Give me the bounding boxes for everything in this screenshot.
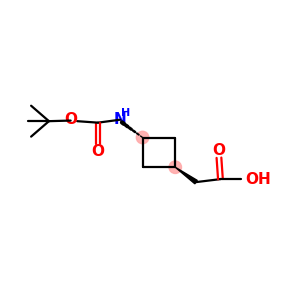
Text: OH: OH — [246, 172, 272, 187]
Circle shape — [169, 161, 182, 173]
Text: H: H — [121, 108, 130, 118]
Text: O: O — [212, 143, 226, 158]
Text: N: N — [114, 112, 127, 127]
Circle shape — [136, 131, 149, 144]
Text: O: O — [64, 112, 77, 127]
Text: O: O — [92, 144, 104, 159]
Polygon shape — [175, 167, 197, 184]
